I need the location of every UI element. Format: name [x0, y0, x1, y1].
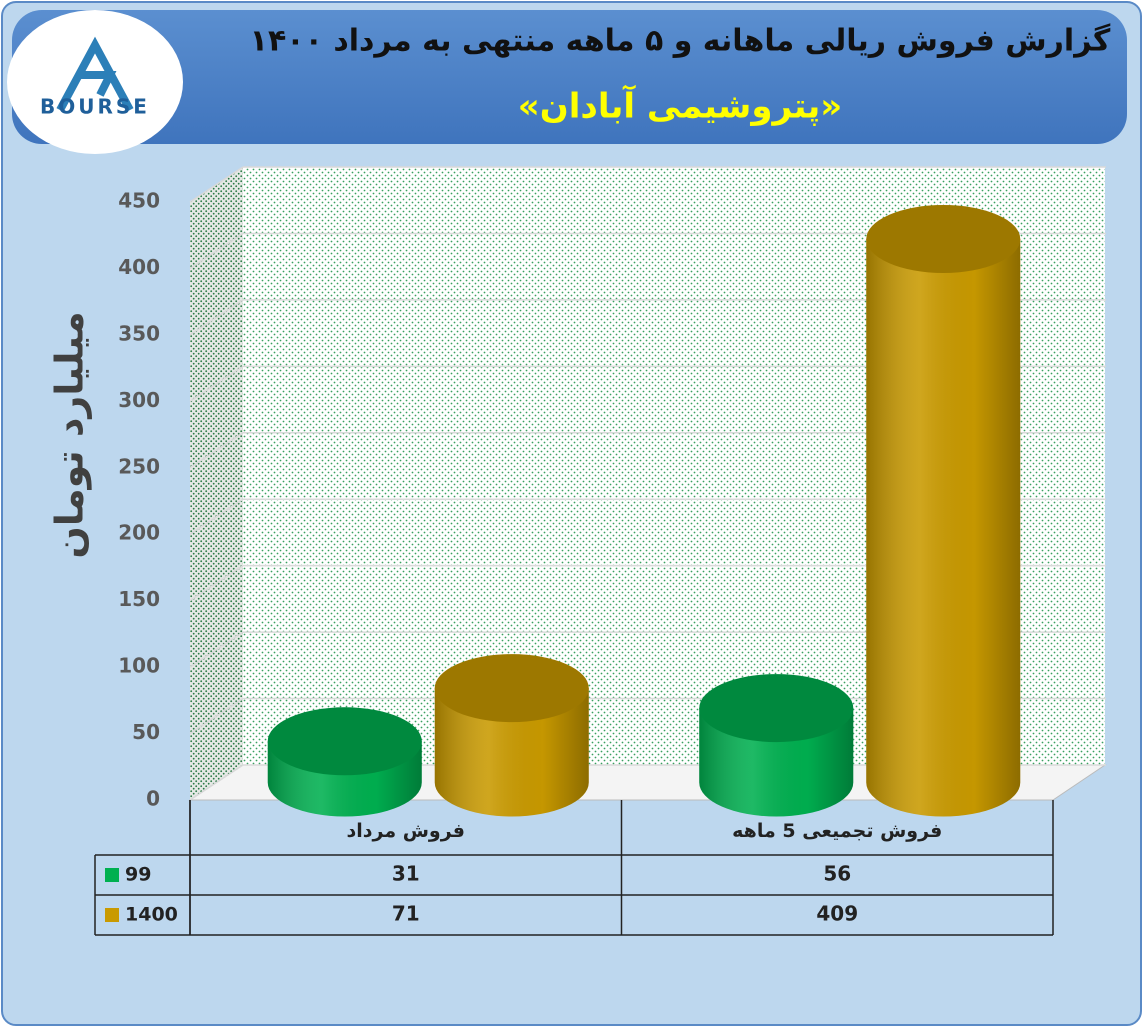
y-tick-label: 250 [118, 454, 160, 478]
bar-shade [434, 688, 589, 817]
y-tick-label: 150 [118, 587, 160, 611]
bar [434, 654, 589, 817]
bar-top-shade [434, 654, 589, 723]
grid-line-side [189, 565, 244, 602]
y-tick-label: 350 [118, 321, 160, 345]
grid-line-side [189, 697, 244, 735]
grid-line [189, 166, 1106, 203]
grid-line-side [189, 299, 244, 336]
bar [866, 204, 1021, 817]
y-axis-title: میلیارد تومان [48, 311, 92, 558]
y-tick-label: 300 [118, 388, 160, 412]
bar-top [267, 707, 422, 776]
legend-label: 99 [125, 864, 151, 886]
bar-top [434, 654, 589, 723]
logo-text: BOURSE [40, 95, 150, 119]
legend-swatch [105, 908, 119, 922]
x-tick-label: فروش مرداد [347, 820, 466, 842]
y-tick-label: 50 [132, 720, 160, 744]
grid-line-side [189, 432, 244, 469]
logo-mark [56, 36, 134, 112]
bar-top-shade [699, 674, 854, 743]
table-value: 71 [392, 902, 420, 926]
chart-title: گزارش فروش ریالی ماهانه و ۵ ماهه منتهی ب… [250, 23, 1111, 59]
grid-line-side [189, 166, 244, 203]
grid-line-side [189, 365, 244, 402]
grid-line-side [189, 764, 244, 801]
y-tick-label: 100 [118, 654, 160, 678]
bar-top-shade [866, 204, 1021, 273]
bar-shade [866, 238, 1021, 817]
bar-top-shade [267, 707, 422, 776]
legend-label: 1400 [125, 904, 178, 926]
chart-subtitle: «پتروشیمی آبادان» [518, 85, 843, 127]
legend-swatch [105, 868, 119, 882]
y-tick-label: 450 [118, 189, 160, 213]
title-banner [12, 10, 1127, 144]
bar [699, 674, 854, 817]
bar-top [699, 674, 854, 743]
table-value: 409 [816, 902, 858, 926]
grid-line-side [189, 232, 244, 270]
y-tick-label: 0 [146, 787, 160, 811]
side-wall [190, 167, 243, 800]
table-value: 31 [392, 862, 420, 886]
logo-badge [7, 10, 183, 154]
table-value: 56 [823, 862, 851, 886]
y-tick-label: 400 [118, 255, 160, 279]
grid-line-side [189, 631, 244, 668]
y-tick-label: 200 [118, 521, 160, 545]
x-tick-label: فروش تجمیعی 5 ماهه [732, 820, 942, 842]
bar [267, 707, 422, 817]
bar-top [866, 204, 1021, 273]
grid-line-side [189, 498, 244, 535]
